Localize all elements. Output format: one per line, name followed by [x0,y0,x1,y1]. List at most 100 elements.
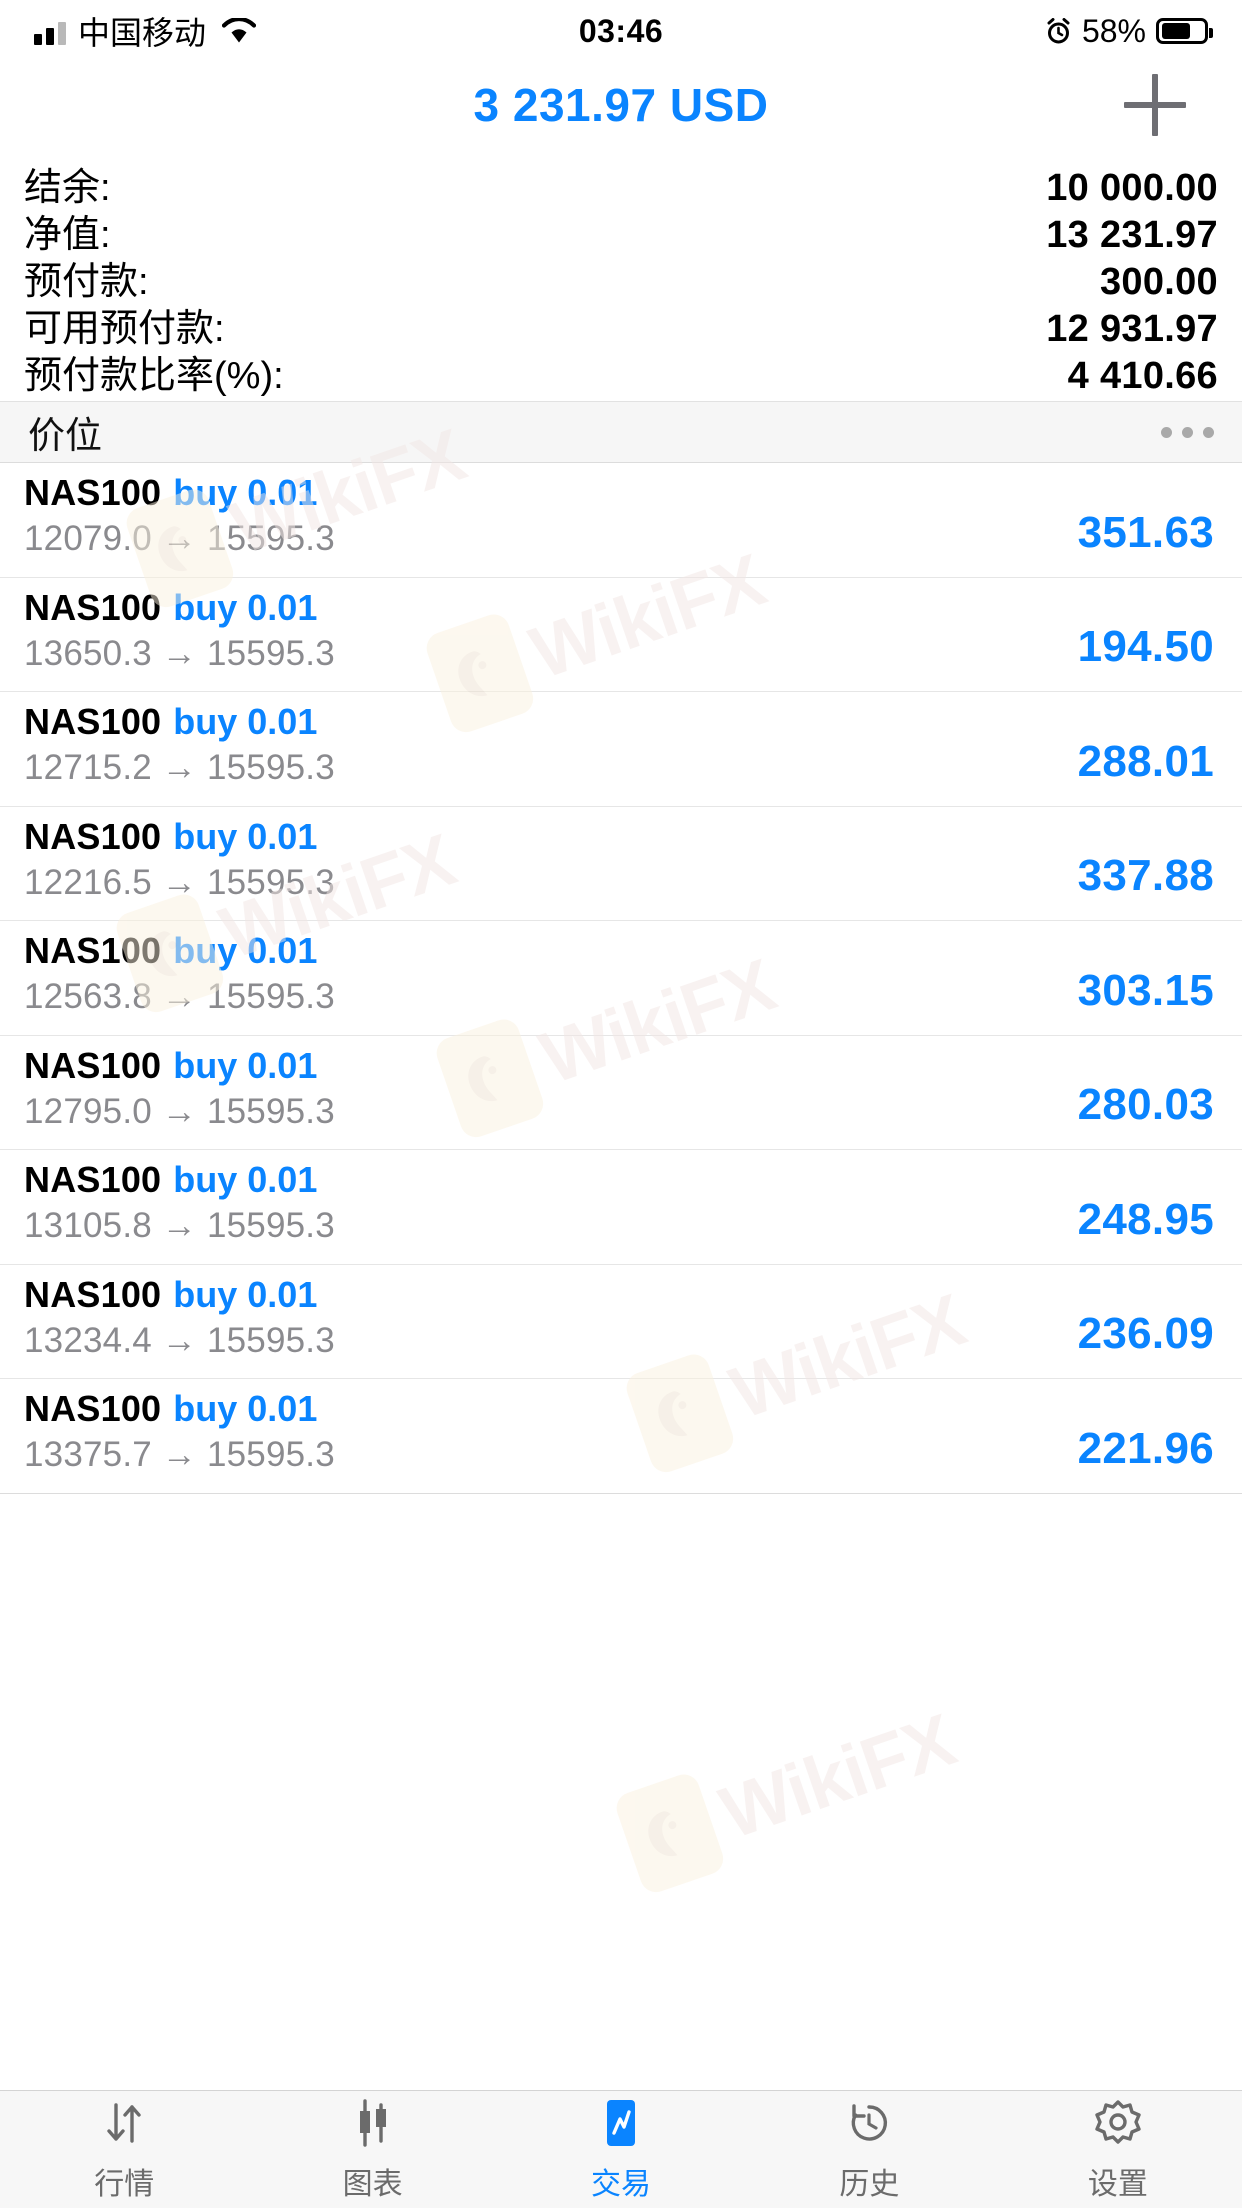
status-bar-left: 中国移动 [34,8,257,54]
summary-label: 预付款: [24,261,149,303]
position-symbol: NAS100 [24,930,162,971]
summary-label: 净值: [24,214,111,256]
position-symbol: NAS100 [24,1044,162,1086]
watermark-text: WikiFX [710,1697,965,1855]
position-side-volume: buy 0.01 [173,1273,318,1315]
wikifx-logo-icon [612,1770,728,1897]
position-symbol: NAS100 [24,1273,162,1315]
table-row[interactable]: NAS100 buy 0.01 13650.3 → 15595.3 194.50 [0,578,1242,692]
position-profit: 280.03 [1077,1080,1214,1130]
account-summary: 结余: 10 000.00 净值: 13 231.97 预付款: 300.00 … [0,148,1242,401]
candlestick-chart-icon [347,2097,399,2149]
tab-label: 行情 [94,2167,155,2201]
tab-label: 交易 [591,2167,652,2201]
bottom-tab-bar: 行情 图表 交易 [0,2090,1242,2208]
position-title: NAS100 buy 0.01 [24,475,335,511]
position-side-volume: buy 0.01 [173,1044,318,1086]
position-symbol: NAS100 [24,701,162,742]
summary-value: 300.00 [1099,261,1218,303]
tab-label: 设置 [1087,2167,1148,2201]
status-bar-right: 58% [1045,12,1213,50]
position-profit: 337.88 [1077,851,1214,901]
plus-icon[interactable] [1124,74,1186,136]
table-row[interactable]: NAS100 buy 0.01 13105.8 → 15595.3 248.95 [0,1150,1242,1265]
tab-history[interactable]: 历史 [745,2097,993,2203]
watermark: WikiFX [612,1687,967,1897]
position-side-volume: buy 0.01 [173,1388,318,1429]
more-horizontal-icon[interactable] [1161,426,1214,438]
position-prices: 13650.3 → 15595.3 [24,633,335,673]
summary-value: 13 231.97 [1046,214,1218,256]
table-row[interactable]: NAS100 buy 0.01 13375.7 → 15595.3 221.96 [0,1379,1242,1494]
tab-charts[interactable]: 图表 [248,2097,496,2203]
position-title: NAS100 buy 0.01 [24,933,335,969]
position-info: NAS100 buy 0.01 13650.3 → 15595.3 [24,586,335,673]
position-symbol: NAS100 [24,1388,162,1429]
position-side-volume: buy 0.01 [173,1159,318,1200]
position-prices: 13375.7 → 15595.3 [24,1435,335,1474]
position-info: NAS100 buy 0.01 12795.0 → 15595.3 [24,1044,335,1131]
table-row[interactable]: NAS100 buy 0.01 12715.2 → 15595.3 288.01 [0,692,1242,807]
position-info: NAS100 buy 0.01 13234.4 → 15595.3 [24,1273,335,1360]
summary-row-margin: 预付款: 300.00 [24,250,1218,303]
position-prices: 12079.0 → 15595.3 [24,519,335,558]
position-profit: 303.15 [1077,965,1214,1015]
position-title: NAS100 buy 0.01 [24,586,335,628]
positions-section-header: 价位 [0,401,1242,463]
position-profit: 194.50 [1077,622,1214,672]
gear-icon [1092,2097,1144,2149]
position-info: NAS100 buy 0.01 12715.2 → 15595.3 [24,704,335,787]
table-row[interactable]: NAS100 buy 0.01 13234.4 → 15595.3 236.09 [0,1265,1242,1379]
summary-value: 12 931.97 [1046,308,1218,350]
table-row[interactable]: NAS100 buy 0.01 12795.0 → 15595.3 280.03 [0,1036,1242,1150]
position-prices: 13234.4 → 15595.3 [24,1320,335,1360]
position-side-volume: buy 0.01 [173,586,318,628]
quotes-arrows-icon [98,2097,150,2149]
tab-trade[interactable]: 交易 [497,2097,745,2203]
position-prices: 12563.8 → 15595.3 [24,977,335,1016]
position-side-volume: buy 0.01 [173,701,318,742]
summary-label: 预付款比率(%): [24,355,284,397]
battery-icon [1156,18,1213,44]
battery-percent-label: 58% [1081,12,1146,49]
summary-value: 4 410.66 [1067,355,1218,397]
position-symbol: NAS100 [24,472,162,513]
table-row[interactable]: NAS100 buy 0.01 12216.5 → 15595.3 337.88 [0,807,1242,921]
positions-list: NAS100 buy 0.01 12079.0 → 15595.3 351.63 … [0,463,1242,1494]
wifi-icon [221,16,257,44]
position-title: NAS100 buy 0.01 [24,1044,335,1086]
tab-quotes[interactable]: 行情 [0,2097,248,2203]
position-symbol: NAS100 [24,815,162,857]
account-header: 3 231.97 USD [0,62,1242,148]
position-info: NAS100 buy 0.01 12079.0 → 15595.3 [24,475,335,558]
table-row[interactable]: NAS100 buy 0.01 12563.8 → 15595.3 303.15 [0,921,1242,1036]
position-symbol: NAS100 [24,1159,162,1200]
position-prices: 12216.5 → 15595.3 [24,862,335,902]
position-prices: 12715.2 → 15595.3 [24,748,335,787]
summary-row-free-margin: 可用预付款: 12 931.97 [24,297,1218,350]
account-balance: 3 231.97 USD [473,79,769,131]
summary-row-equity: 净值: 13 231.97 [24,203,1218,256]
position-profit: 288.01 [1077,736,1214,786]
alarm-clock-icon [1045,17,1072,45]
table-row[interactable]: NAS100 buy 0.01 12079.0 → 15595.3 351.63 [0,463,1242,578]
summary-row-margin-level: 预付款比率(%): 4 410.66 [24,344,1218,397]
position-info: NAS100 buy 0.01 12216.5 → 15595.3 [24,815,335,902]
trade-chart-icon [595,2097,647,2149]
status-bar-time: 03:46 [578,12,664,49]
position-info: NAS100 buy 0.01 13105.8 → 15595.3 [24,1159,335,1245]
tab-label: 历史 [839,2167,900,2201]
position-prices: 12795.0 → 15595.3 [24,1091,335,1131]
history-clock-icon [843,2097,895,2149]
summary-value: 10 000.00 [1046,167,1218,209]
position-title: NAS100 buy 0.01 [24,704,335,740]
position-side-volume: buy 0.01 [173,815,318,857]
summary-row-balance: 结余: 10 000.00 [24,156,1218,209]
position-info: NAS100 buy 0.01 13375.7 → 15595.3 [24,1388,335,1474]
signal-bars-icon [34,17,66,45]
tab-settings[interactable]: 设置 [994,2097,1242,2203]
position-profit: 236.09 [1077,1309,1214,1359]
position-profit: 221.96 [1077,1423,1214,1473]
position-prices: 13105.8 → 15595.3 [24,1206,335,1245]
